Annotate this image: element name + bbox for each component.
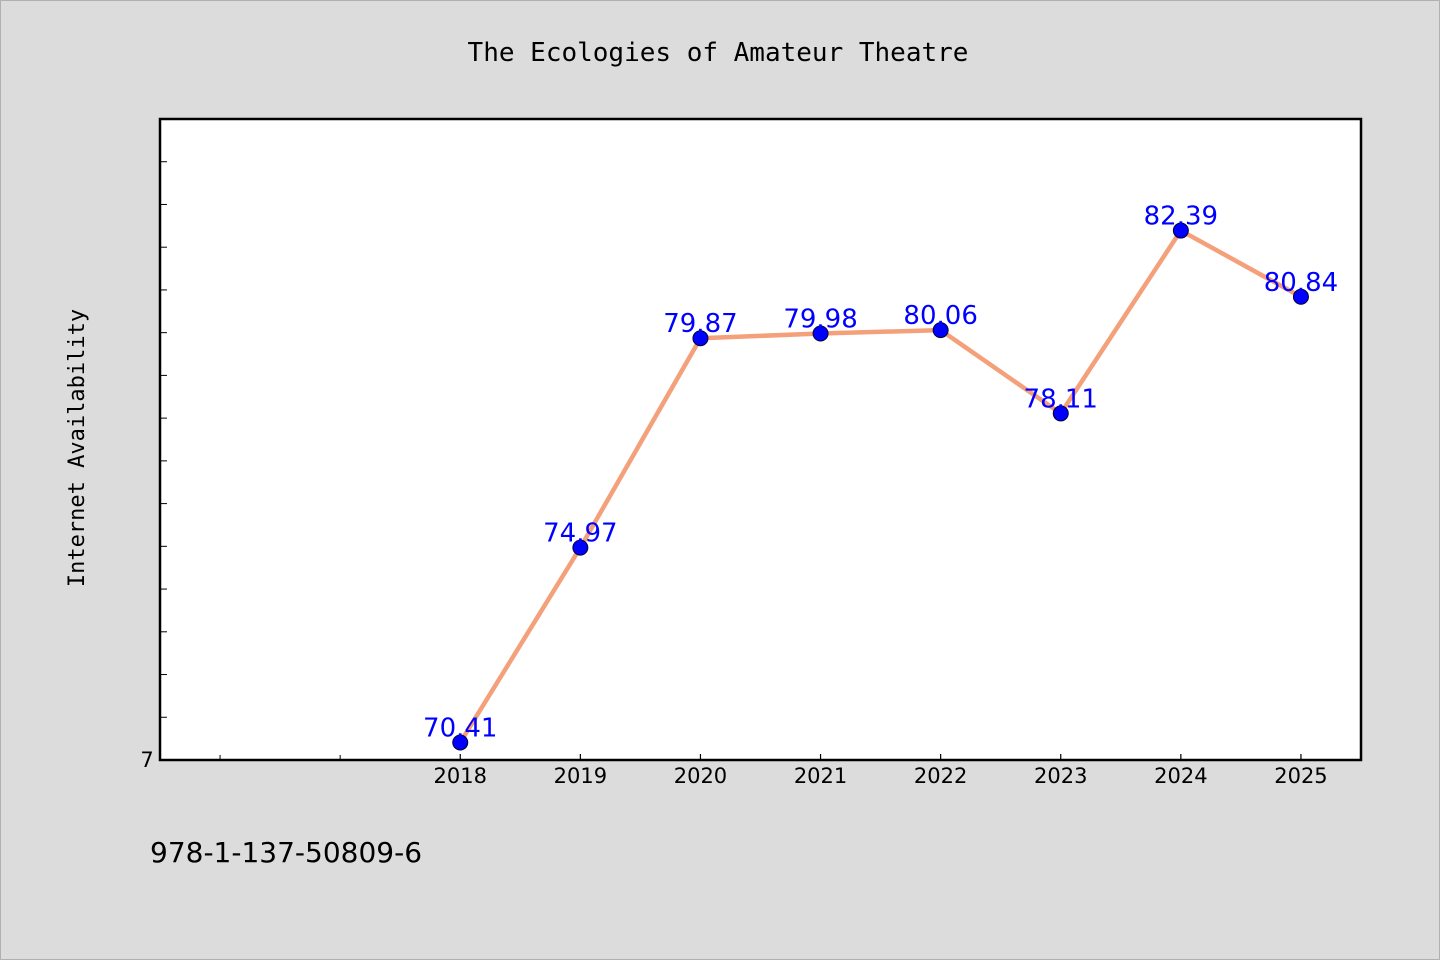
- data-label: 70.41: [423, 713, 497, 743]
- data-label: 82.39: [1144, 202, 1218, 232]
- data-label: 80.84: [1264, 268, 1338, 298]
- data-point: [1172, 222, 1189, 239]
- y-axis-ticks: [160, 161, 167, 718]
- data-point: [1052, 405, 1069, 422]
- x-axis-ticks: 2018 2019 2020 2021 2022 2023 2024 2025: [219, 754, 1328, 788]
- data-point: [692, 330, 709, 347]
- data-point: [1292, 288, 1309, 305]
- y-axis-label: Internet Availability: [65, 309, 90, 587]
- series-layer: 70.41 74.97 79.87 79.98 80.06 78.11 82.39 80.84: [423, 202, 1338, 751]
- chart-title: The Ecologies of Amateur Theatre: [468, 38, 969, 68]
- x-tick-label: 2022: [914, 764, 967, 788]
- plot-area: [158, 117, 1363, 762]
- series-line: [458, 228, 1303, 744]
- x-tick-label: 2021: [794, 764, 847, 788]
- data-label: 79.98: [783, 305, 857, 335]
- data-point: [452, 734, 469, 751]
- x-tick-label: 2019: [554, 764, 607, 788]
- x-tick-label: 2024: [1154, 764, 1207, 788]
- data-point: [812, 325, 829, 342]
- data-point: [932, 322, 949, 339]
- x-tick-label: 2025: [1274, 764, 1327, 788]
- data-label: 74.97: [543, 519, 617, 549]
- y-tick-label: 7: [140, 748, 153, 772]
- data-point: [572, 539, 589, 556]
- data-label: 80.06: [903, 301, 977, 331]
- x-tick-label: 2020: [674, 764, 727, 788]
- footnote: 978-1-137-50809-6: [150, 836, 422, 869]
- x-tick-label: 2018: [434, 764, 487, 788]
- data-label: 78.11: [1024, 384, 1098, 414]
- data-label: 79.87: [663, 309, 737, 339]
- x-tick-label: 2023: [1034, 764, 1087, 788]
